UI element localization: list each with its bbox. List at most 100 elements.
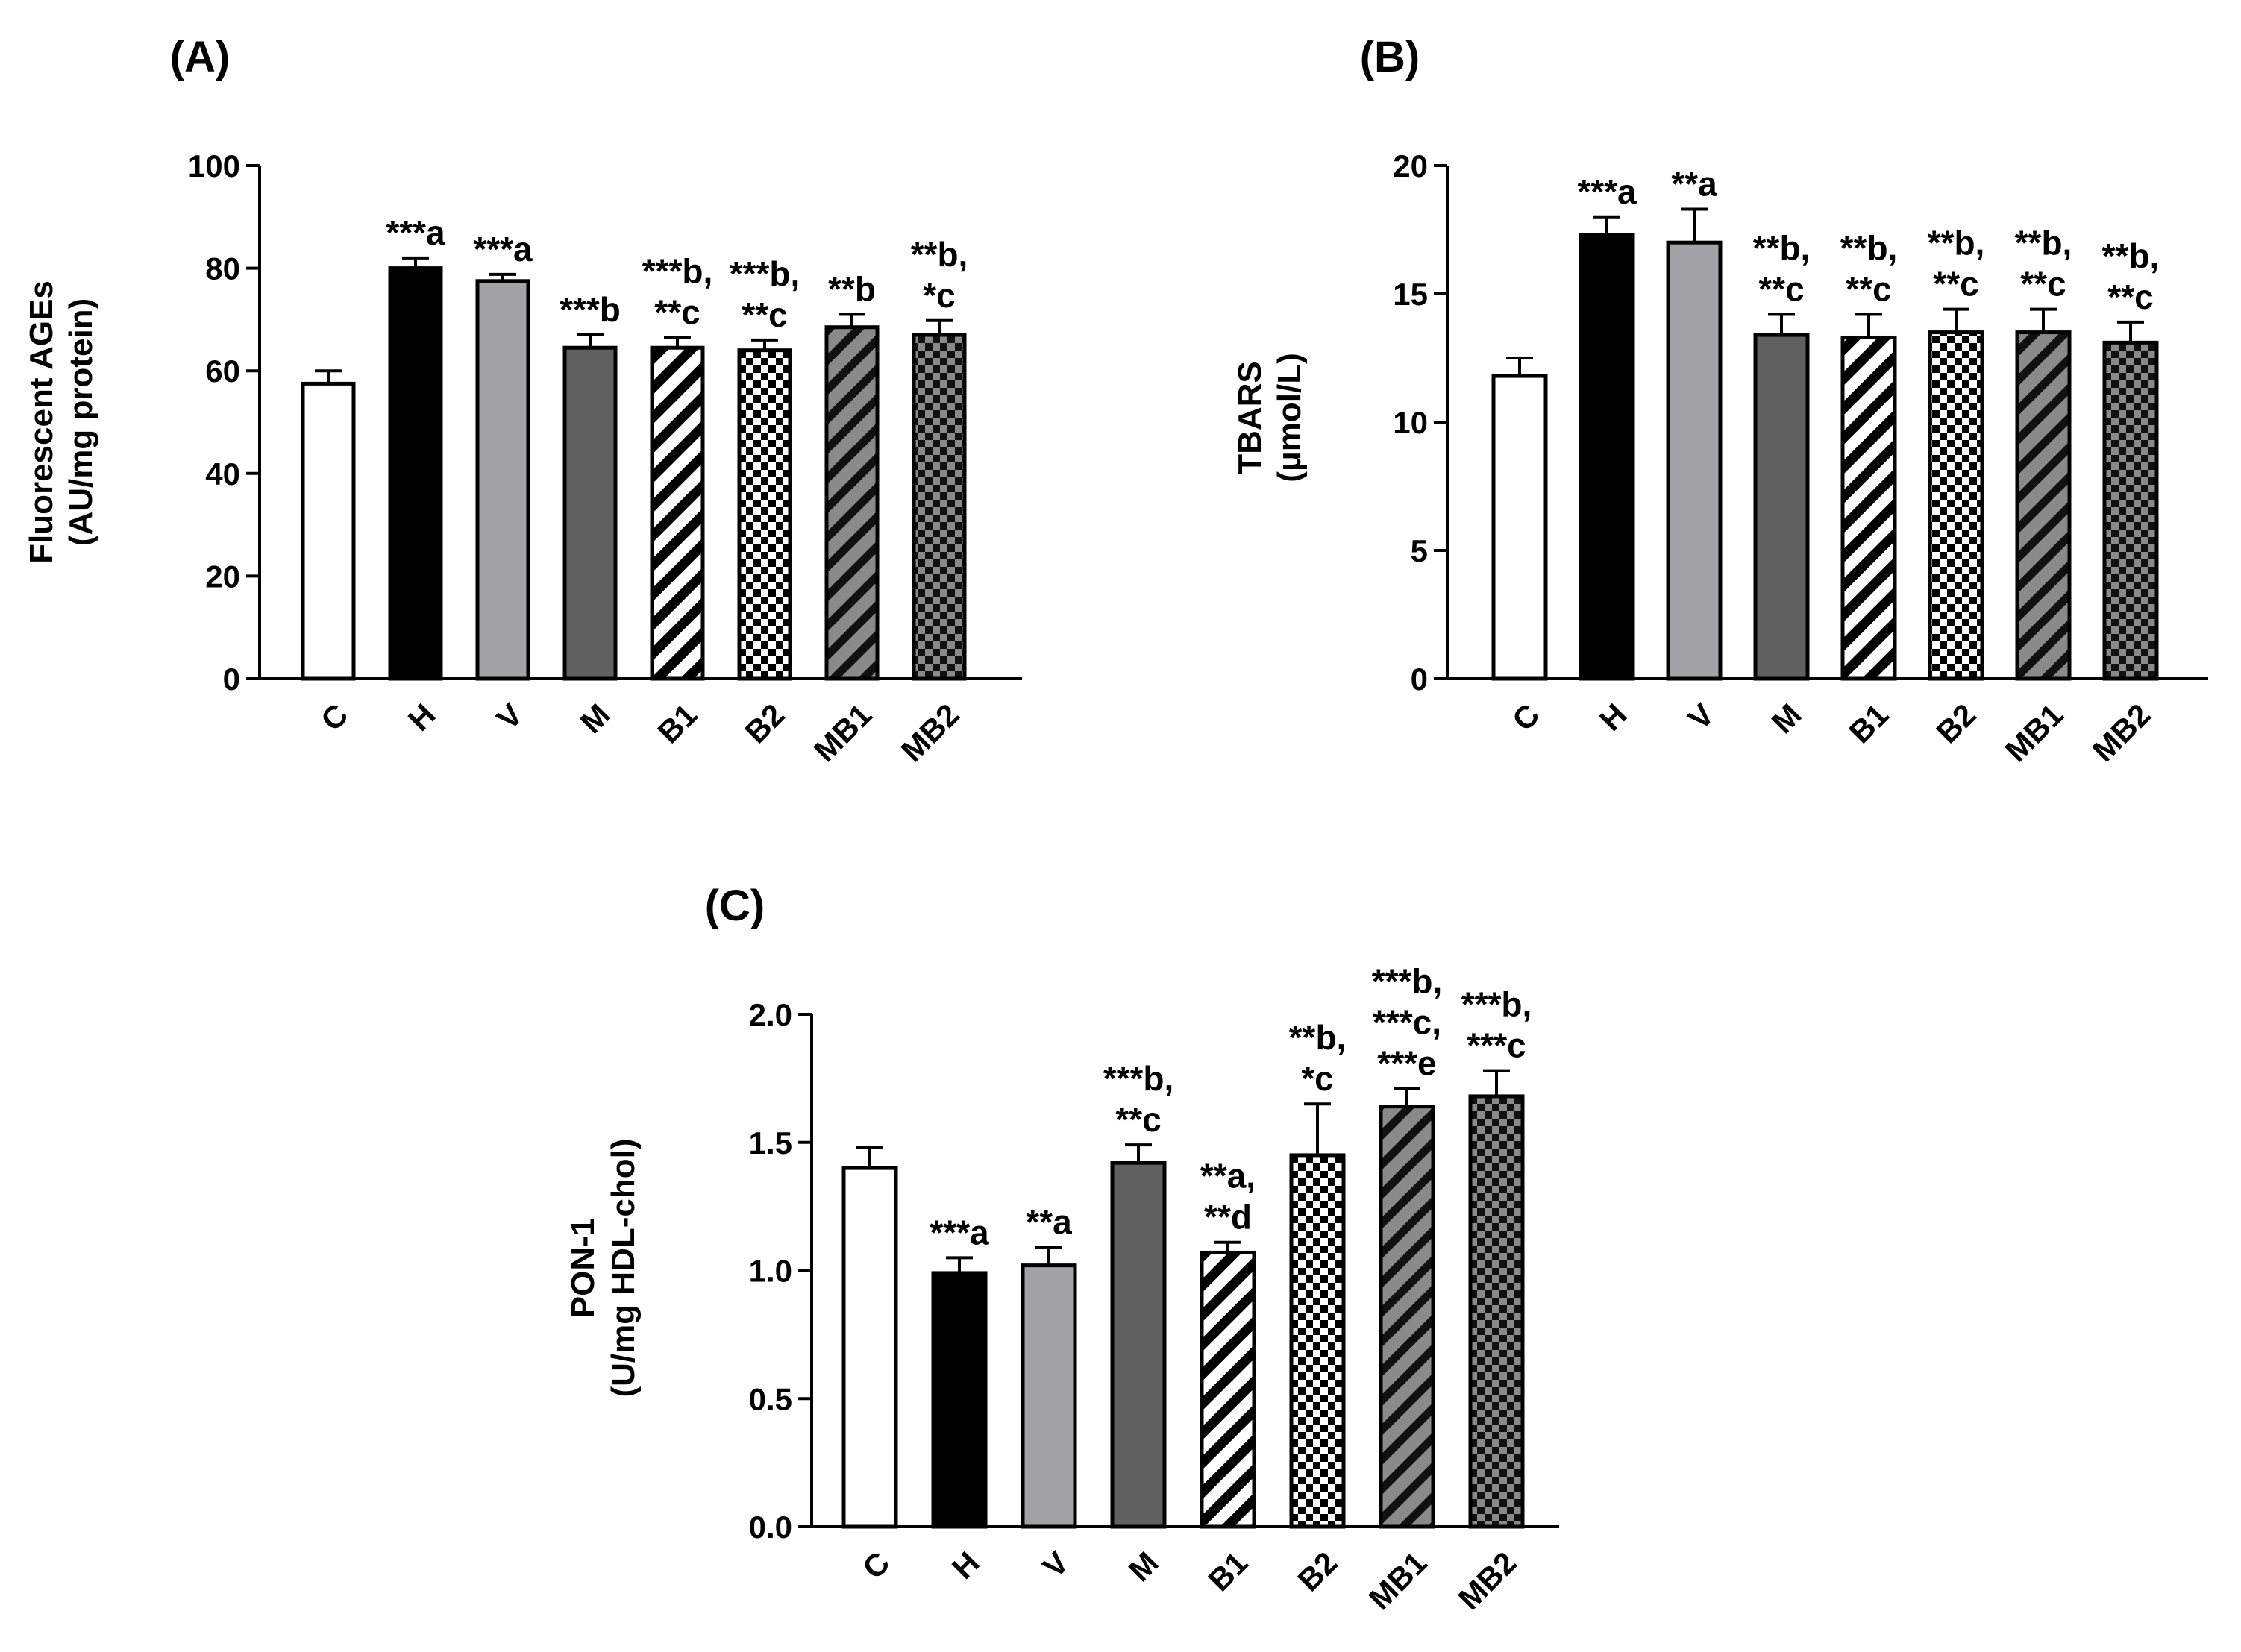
y-tick-label: 2.0: [749, 997, 792, 1032]
y-tick-label: 20: [205, 559, 240, 594]
bar-m: [1110, 1161, 1167, 1529]
bar-c: [1491, 374, 1548, 681]
bar-h: [388, 266, 443, 681]
x-tick-label: MB2: [1452, 1545, 1523, 1616]
y-tick-label: 100: [188, 148, 240, 183]
significance-label: ***b,: [1103, 1059, 1174, 1098]
bar-b1: [1200, 1250, 1256, 1529]
x-tick-label: MB1: [1362, 1545, 1434, 1616]
y-tick-label: 0.5: [749, 1381, 792, 1416]
y-tick-label: 15: [1393, 277, 1428, 312]
y-tick-label: 20: [1393, 148, 1428, 183]
bar-h: [1579, 233, 1635, 681]
significance-label: **c: [1846, 270, 1891, 309]
y-axis-unit: (AU/mg protein): [63, 298, 99, 546]
x-tick-label: C: [856, 1545, 897, 1586]
significance-label: ***a: [473, 230, 533, 268]
significance-label: **b,: [1753, 229, 1811, 268]
significance-label: **c: [742, 295, 787, 334]
x-tick-label: B1: [1201, 1545, 1254, 1598]
significance-label: ***b,: [642, 251, 713, 290]
x-tick-label: V: [490, 697, 530, 736]
significance-label: ***a: [930, 1213, 989, 1251]
bar-mb1: [2015, 330, 2072, 681]
x-tick-label: H: [401, 697, 442, 738]
bar-v: [475, 279, 530, 681]
significance-label: **d: [1204, 1198, 1252, 1237]
x-tick-label: B2: [1291, 1545, 1344, 1598]
x-tick-label: H: [945, 1545, 986, 1586]
y-axis-title: TBARS: [1232, 361, 1268, 474]
significance-label: **c: [1115, 1100, 1161, 1139]
panel-a-chart: (A) Fluorescent AGEs (AU/mg protein) 0 20 40 6…: [23, 33, 1022, 768]
bar-mb2: [1468, 1094, 1525, 1529]
bar-b2: [1928, 330, 1984, 681]
significance-label: **b,: [1289, 1018, 1347, 1057]
y-tick-label: 1.0: [749, 1254, 792, 1289]
y-tick-label: 40: [205, 456, 240, 491]
x-tick-label: M: [1122, 1545, 1165, 1588]
significance-label: ***b: [560, 290, 621, 329]
x-tick-label: C: [314, 697, 355, 738]
significance-label: ***b,: [1461, 985, 1532, 1024]
bar-b1: [1840, 335, 1897, 681]
x-tick-label: C: [1505, 697, 1546, 738]
significance-label: *c: [1301, 1059, 1333, 1098]
significance-label: **b,: [1928, 224, 1985, 263]
significance-label: **a,: [1200, 1157, 1256, 1196]
bar-mb2: [2102, 340, 2159, 681]
bar-b2: [737, 348, 792, 681]
significance-label: **b,: [2015, 224, 2072, 263]
significance-label: **b,: [1840, 229, 1898, 268]
significance-label: **a: [1671, 164, 1717, 203]
x-tick-label: B1: [1842, 697, 1895, 750]
y-tick-label: 1.5: [749, 1125, 792, 1161]
significance-label: **b,: [911, 235, 968, 274]
significance-label: **a: [1026, 1203, 1072, 1242]
y-tick-label: 80: [205, 251, 240, 286]
significance-label: **b: [828, 270, 876, 309]
significance-label: ***b,: [730, 254, 800, 293]
y-tick-label: 0.0: [749, 1510, 792, 1545]
x-tick-label: H: [1593, 697, 1634, 738]
significance-label: ***e: [1377, 1044, 1436, 1083]
panel-label: (C): [705, 882, 765, 930]
panel-label: (A): [170, 33, 231, 81]
y-tick-label: 60: [205, 354, 240, 389]
significance-label: **b,: [2102, 236, 2160, 275]
y-axis-title: PON-1: [565, 1218, 601, 1318]
x-tick-label: MB2: [894, 697, 966, 768]
bar-c: [841, 1166, 898, 1529]
bar-c: [301, 381, 356, 681]
bar-h: [931, 1271, 988, 1529]
x-tick-label: V: [1681, 697, 1721, 736]
y-tick-label: 0: [1411, 662, 1428, 697]
bar-v: [1021, 1263, 1077, 1529]
significance-label: ***a: [1577, 172, 1637, 211]
x-tick-label: V: [1036, 1545, 1076, 1584]
x-tick-label: M: [1765, 697, 1808, 740]
x-tick-label: M: [574, 697, 617, 740]
significance-label: **c: [2107, 277, 2153, 316]
panel-c-chart: (C) PON-1 (U/mg HDL-chol) 0.0 0.5 1.0 1.5 2.0 C H…: [565, 882, 1559, 1616]
x-tick-label: B2: [738, 697, 791, 750]
y-axis-unit: (μmol/L): [1271, 353, 1308, 483]
y-tick-label: 0: [223, 662, 240, 697]
y-axis-unit: (U/mg HDL-chol): [605, 1138, 642, 1397]
bar-m: [1753, 333, 1810, 681]
y-tick-label: 10: [1393, 405, 1428, 440]
significance-label: ***a: [386, 213, 445, 252]
panel-label: (B): [1360, 33, 1420, 81]
x-tick-label: MB1: [807, 697, 879, 768]
significance-label: ***c: [1467, 1026, 1526, 1065]
bar-b2: [1289, 1153, 1346, 1529]
x-tick-label: MB2: [2086, 697, 2157, 768]
significance-label: **c: [2020, 265, 2066, 304]
bar-b1: [650, 345, 705, 681]
x-tick-label: B2: [1929, 697, 1982, 750]
bar-m: [562, 345, 618, 681]
significance-label: ***b,: [1372, 962, 1443, 1001]
significance-label: **c: [1758, 270, 1804, 309]
